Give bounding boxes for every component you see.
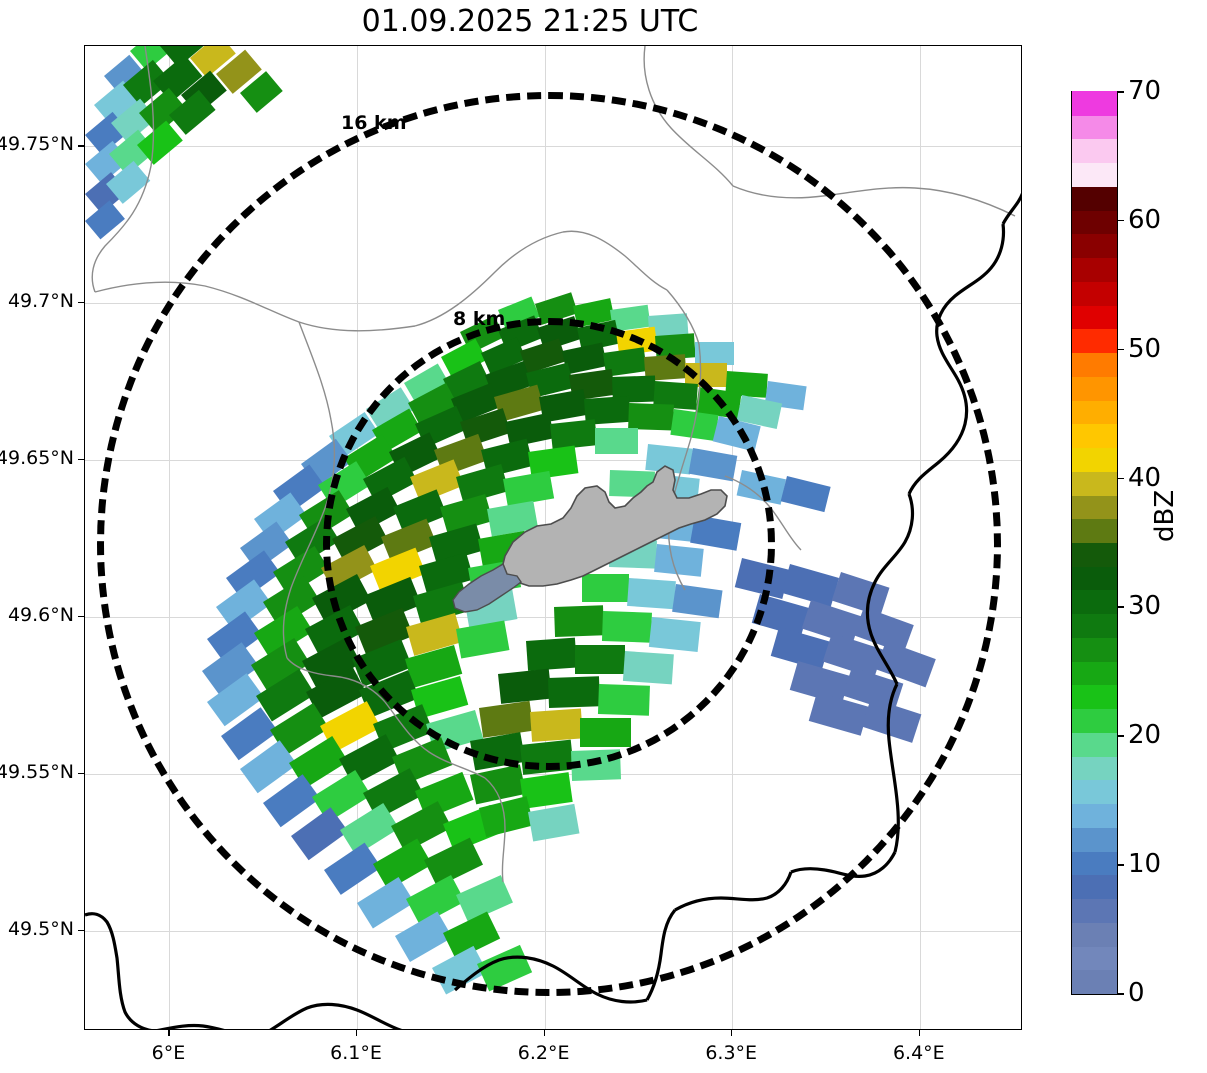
colorbar-band <box>1072 470 1117 496</box>
colorbar-tick-mark <box>1117 219 1124 222</box>
colorbar-band <box>1072 803 1117 828</box>
colorbar-band <box>1072 541 1117 567</box>
colorbar-band <box>1072 826 1117 852</box>
y-axis-tick-mark <box>78 302 84 304</box>
page-title: 01.09.2025 21:25 UTC <box>361 4 699 39</box>
colorbar-band <box>1072 233 1117 259</box>
colorbar-band <box>1072 897 1117 923</box>
colorbar-band <box>1072 779 1117 805</box>
colorbar-band <box>1072 755 1117 781</box>
colorbar-band <box>1072 969 1117 994</box>
colorbar-band <box>1072 446 1117 472</box>
colorbar-tick-label: 70 <box>1128 76 1162 106</box>
y-axis-tick-mark <box>78 615 84 618</box>
y-axis-tick-mark <box>78 772 84 775</box>
x-axis-tick-mark <box>918 1030 921 1036</box>
colorbar-band <box>1072 90 1117 116</box>
x-axis-tick-label: 6.4°E <box>892 1042 945 1064</box>
colorbar-band <box>1072 708 1117 733</box>
colorbar-tick-label: 40 <box>1128 462 1162 493</box>
x-axis-tick-label: 6.2°E <box>517 1042 570 1064</box>
range-ring-8km-label: 8 km <box>453 308 506 330</box>
y-axis-tick-label: 49.6°N <box>7 603 74 626</box>
colorbar-band <box>1072 138 1117 164</box>
y-axis-tick-label: 49.5°N <box>7 917 74 940</box>
colorbar-band <box>1072 328 1117 354</box>
colorbar-tick-mark <box>1117 477 1124 480</box>
y-axis-tick-label: 49.55°N <box>0 760 74 783</box>
colorbar[interactable] <box>1071 90 1118 995</box>
range-ring-8km <box>323 318 776 771</box>
colorbar-band <box>1072 257 1117 282</box>
colorbar-band <box>1072 684 1117 710</box>
range-ring-16km-label: 16 km <box>341 112 407 134</box>
y-axis-tick-label: 49.75°N <box>0 133 74 156</box>
colorbar-tick-mark <box>1117 91 1124 93</box>
colorbar-tick-mark <box>1117 993 1124 995</box>
colorbar-band <box>1072 850 1117 876</box>
colorbar-axis-label: dBZ <box>1150 489 1180 542</box>
radar-cell <box>85 200 125 240</box>
colorbar-tick-label: 0 <box>1128 978 1145 1008</box>
x-axis-tick-mark <box>356 1030 358 1036</box>
colorbar-tick-mark <box>1117 735 1124 737</box>
colorbar-tick-mark <box>1117 864 1124 866</box>
colorbar-band <box>1072 731 1117 757</box>
colorbar-band <box>1072 375 1117 401</box>
colorbar-band <box>1072 945 1117 971</box>
colorbar-band <box>1072 280 1117 306</box>
colorbar-tick-mark <box>1117 348 1124 351</box>
colorbar-band <box>1072 399 1117 425</box>
colorbar-band <box>1072 185 1117 211</box>
range-ring-16km <box>97 91 1002 997</box>
y-axis-tick-mark <box>78 145 84 147</box>
colorbar-band <box>1072 518 1117 543</box>
colorbar-band <box>1072 613 1117 638</box>
colorbar-band <box>1072 114 1117 140</box>
x-axis-tick-mark <box>731 1030 733 1036</box>
colorbar-band <box>1072 565 1117 591</box>
colorbar-tick-label: 50 <box>1128 333 1162 364</box>
colorbar-band <box>1072 636 1117 662</box>
colorbar-band <box>1072 423 1117 449</box>
x-axis-tick-mark <box>543 1030 545 1036</box>
colorbar-band <box>1072 589 1117 615</box>
colorbar-tick-label: 60 <box>1128 204 1162 235</box>
y-axis-tick-mark <box>78 929 84 931</box>
colorbar-band <box>1072 874 1117 900</box>
colorbar-tick-label: 20 <box>1128 720 1162 751</box>
x-axis-tick-label: 6°E <box>151 1042 186 1064</box>
colorbar-band <box>1072 352 1117 377</box>
y-axis-tick-label: 49.7°N <box>7 290 74 313</box>
y-axis-tick-label: 49.65°N <box>0 447 74 470</box>
map-clip: 16 km 8 km <box>85 46 1021 1029</box>
colorbar-band <box>1072 921 1117 947</box>
colorbar-band <box>1072 162 1117 187</box>
colorbar-tick-label: 30 <box>1128 591 1162 622</box>
x-axis-tick-label: 6.3°E <box>705 1042 758 1064</box>
colorbar-band <box>1072 304 1117 330</box>
colorbar-band <box>1072 209 1117 235</box>
colorbar-tick-label: 10 <box>1128 849 1162 880</box>
radar-map[interactable]: 16 km 8 km <box>84 45 1022 1030</box>
x-axis-tick-mark <box>168 1030 170 1036</box>
y-axis-tick-mark <box>78 459 84 461</box>
colorbar-band <box>1072 660 1117 686</box>
x-axis-tick-label: 6.1°E <box>330 1042 382 1064</box>
colorbar-band <box>1072 494 1117 520</box>
colorbar-tick-mark <box>1117 606 1124 608</box>
